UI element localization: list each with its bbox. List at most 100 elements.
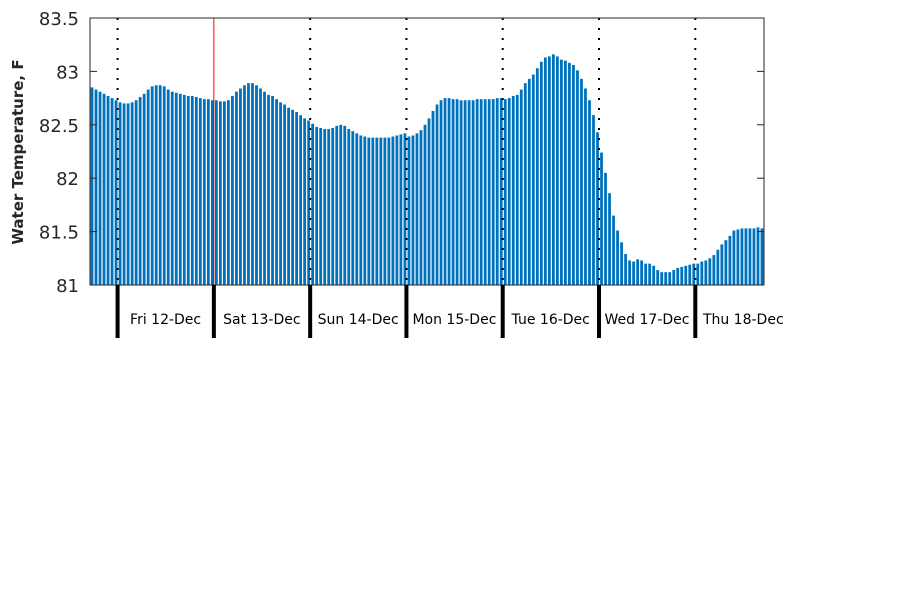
day-label: Fri 12-Dec <box>130 312 201 328</box>
bar <box>214 100 218 286</box>
day-label: Wed 17-Dec <box>605 312 690 328</box>
plot-frame <box>89 17 765 286</box>
bar <box>387 137 391 285</box>
bar <box>427 118 431 285</box>
bar <box>640 260 644 285</box>
bar <box>499 98 503 285</box>
bar <box>547 56 551 285</box>
bar <box>170 91 174 285</box>
day-label: Sun 14-Dec <box>318 312 399 328</box>
bar <box>616 230 619 285</box>
bar <box>335 125 339 285</box>
day-label: Mon 15-Dec <box>412 312 496 328</box>
bar <box>295 111 299 285</box>
bar <box>696 263 700 285</box>
bar <box>198 98 202 285</box>
bar <box>760 228 764 285</box>
bar <box>399 134 403 285</box>
day-label: Sat 13-Dec <box>223 312 300 328</box>
bar <box>287 107 290 285</box>
bar <box>744 228 748 285</box>
bar <box>299 115 303 285</box>
bar <box>351 131 355 285</box>
bar <box>130 102 134 285</box>
bar <box>572 64 575 285</box>
bar <box>748 228 752 285</box>
bar <box>576 70 579 285</box>
bar <box>756 227 760 285</box>
bar <box>251 83 254 285</box>
bar <box>375 137 379 285</box>
bar <box>202 99 206 285</box>
bar <box>267 94 270 285</box>
bar <box>431 110 435 285</box>
bar <box>162 86 166 286</box>
bar <box>592 115 595 285</box>
bar <box>94 89 98 285</box>
bar <box>327 129 331 285</box>
bar <box>720 244 724 285</box>
bar <box>648 263 652 285</box>
day-lines <box>116 18 697 285</box>
bar <box>186 95 190 286</box>
y-tick-label: 83.5 <box>39 9 79 30</box>
bar <box>531 74 535 285</box>
bar <box>684 265 688 285</box>
bar <box>206 99 210 285</box>
bar <box>588 100 591 286</box>
bar <box>371 137 375 285</box>
bar <box>487 99 491 285</box>
bar <box>122 103 126 285</box>
bar <box>407 136 411 285</box>
bar <box>307 120 311 285</box>
bar <box>174 92 178 285</box>
bar <box>411 135 415 285</box>
bar <box>568 62 571 285</box>
bar <box>604 172 607 285</box>
bar <box>596 132 599 285</box>
y-axis: 81 81.5 82 82.5 83 83.5 <box>39 9 764 297</box>
bar <box>652 265 656 285</box>
bar <box>620 242 623 285</box>
bar <box>664 272 668 285</box>
bar <box>134 100 138 286</box>
bar <box>443 98 447 285</box>
bar <box>363 136 367 285</box>
bar <box>716 249 720 285</box>
bar <box>415 133 419 285</box>
bar <box>178 93 182 285</box>
bar <box>584 88 587 285</box>
bar <box>275 99 278 285</box>
bar <box>283 104 286 286</box>
bar <box>138 97 142 285</box>
bar <box>632 261 636 285</box>
bar <box>507 98 511 285</box>
bar <box>543 57 547 286</box>
bar <box>118 102 122 285</box>
bar <box>218 101 222 285</box>
bar <box>166 89 170 285</box>
bar <box>704 260 708 285</box>
bar <box>395 135 399 285</box>
bar <box>182 94 186 285</box>
bar <box>90 87 94 285</box>
bar <box>495 98 499 285</box>
bar <box>190 95 194 286</box>
bar <box>239 88 242 285</box>
bar <box>447 98 451 285</box>
day-label: Tue 16-Dec <box>511 312 590 328</box>
bar <box>459 100 463 286</box>
bar <box>580 78 583 285</box>
bar <box>435 104 439 286</box>
bar <box>539 61 543 286</box>
bar <box>676 267 680 285</box>
bar <box>347 129 351 285</box>
bar <box>343 125 347 285</box>
bar <box>688 264 692 285</box>
bar <box>367 137 371 285</box>
bar <box>403 133 407 285</box>
bar <box>243 85 246 285</box>
bar <box>154 85 158 285</box>
bar <box>194 97 198 285</box>
bar <box>423 124 427 285</box>
